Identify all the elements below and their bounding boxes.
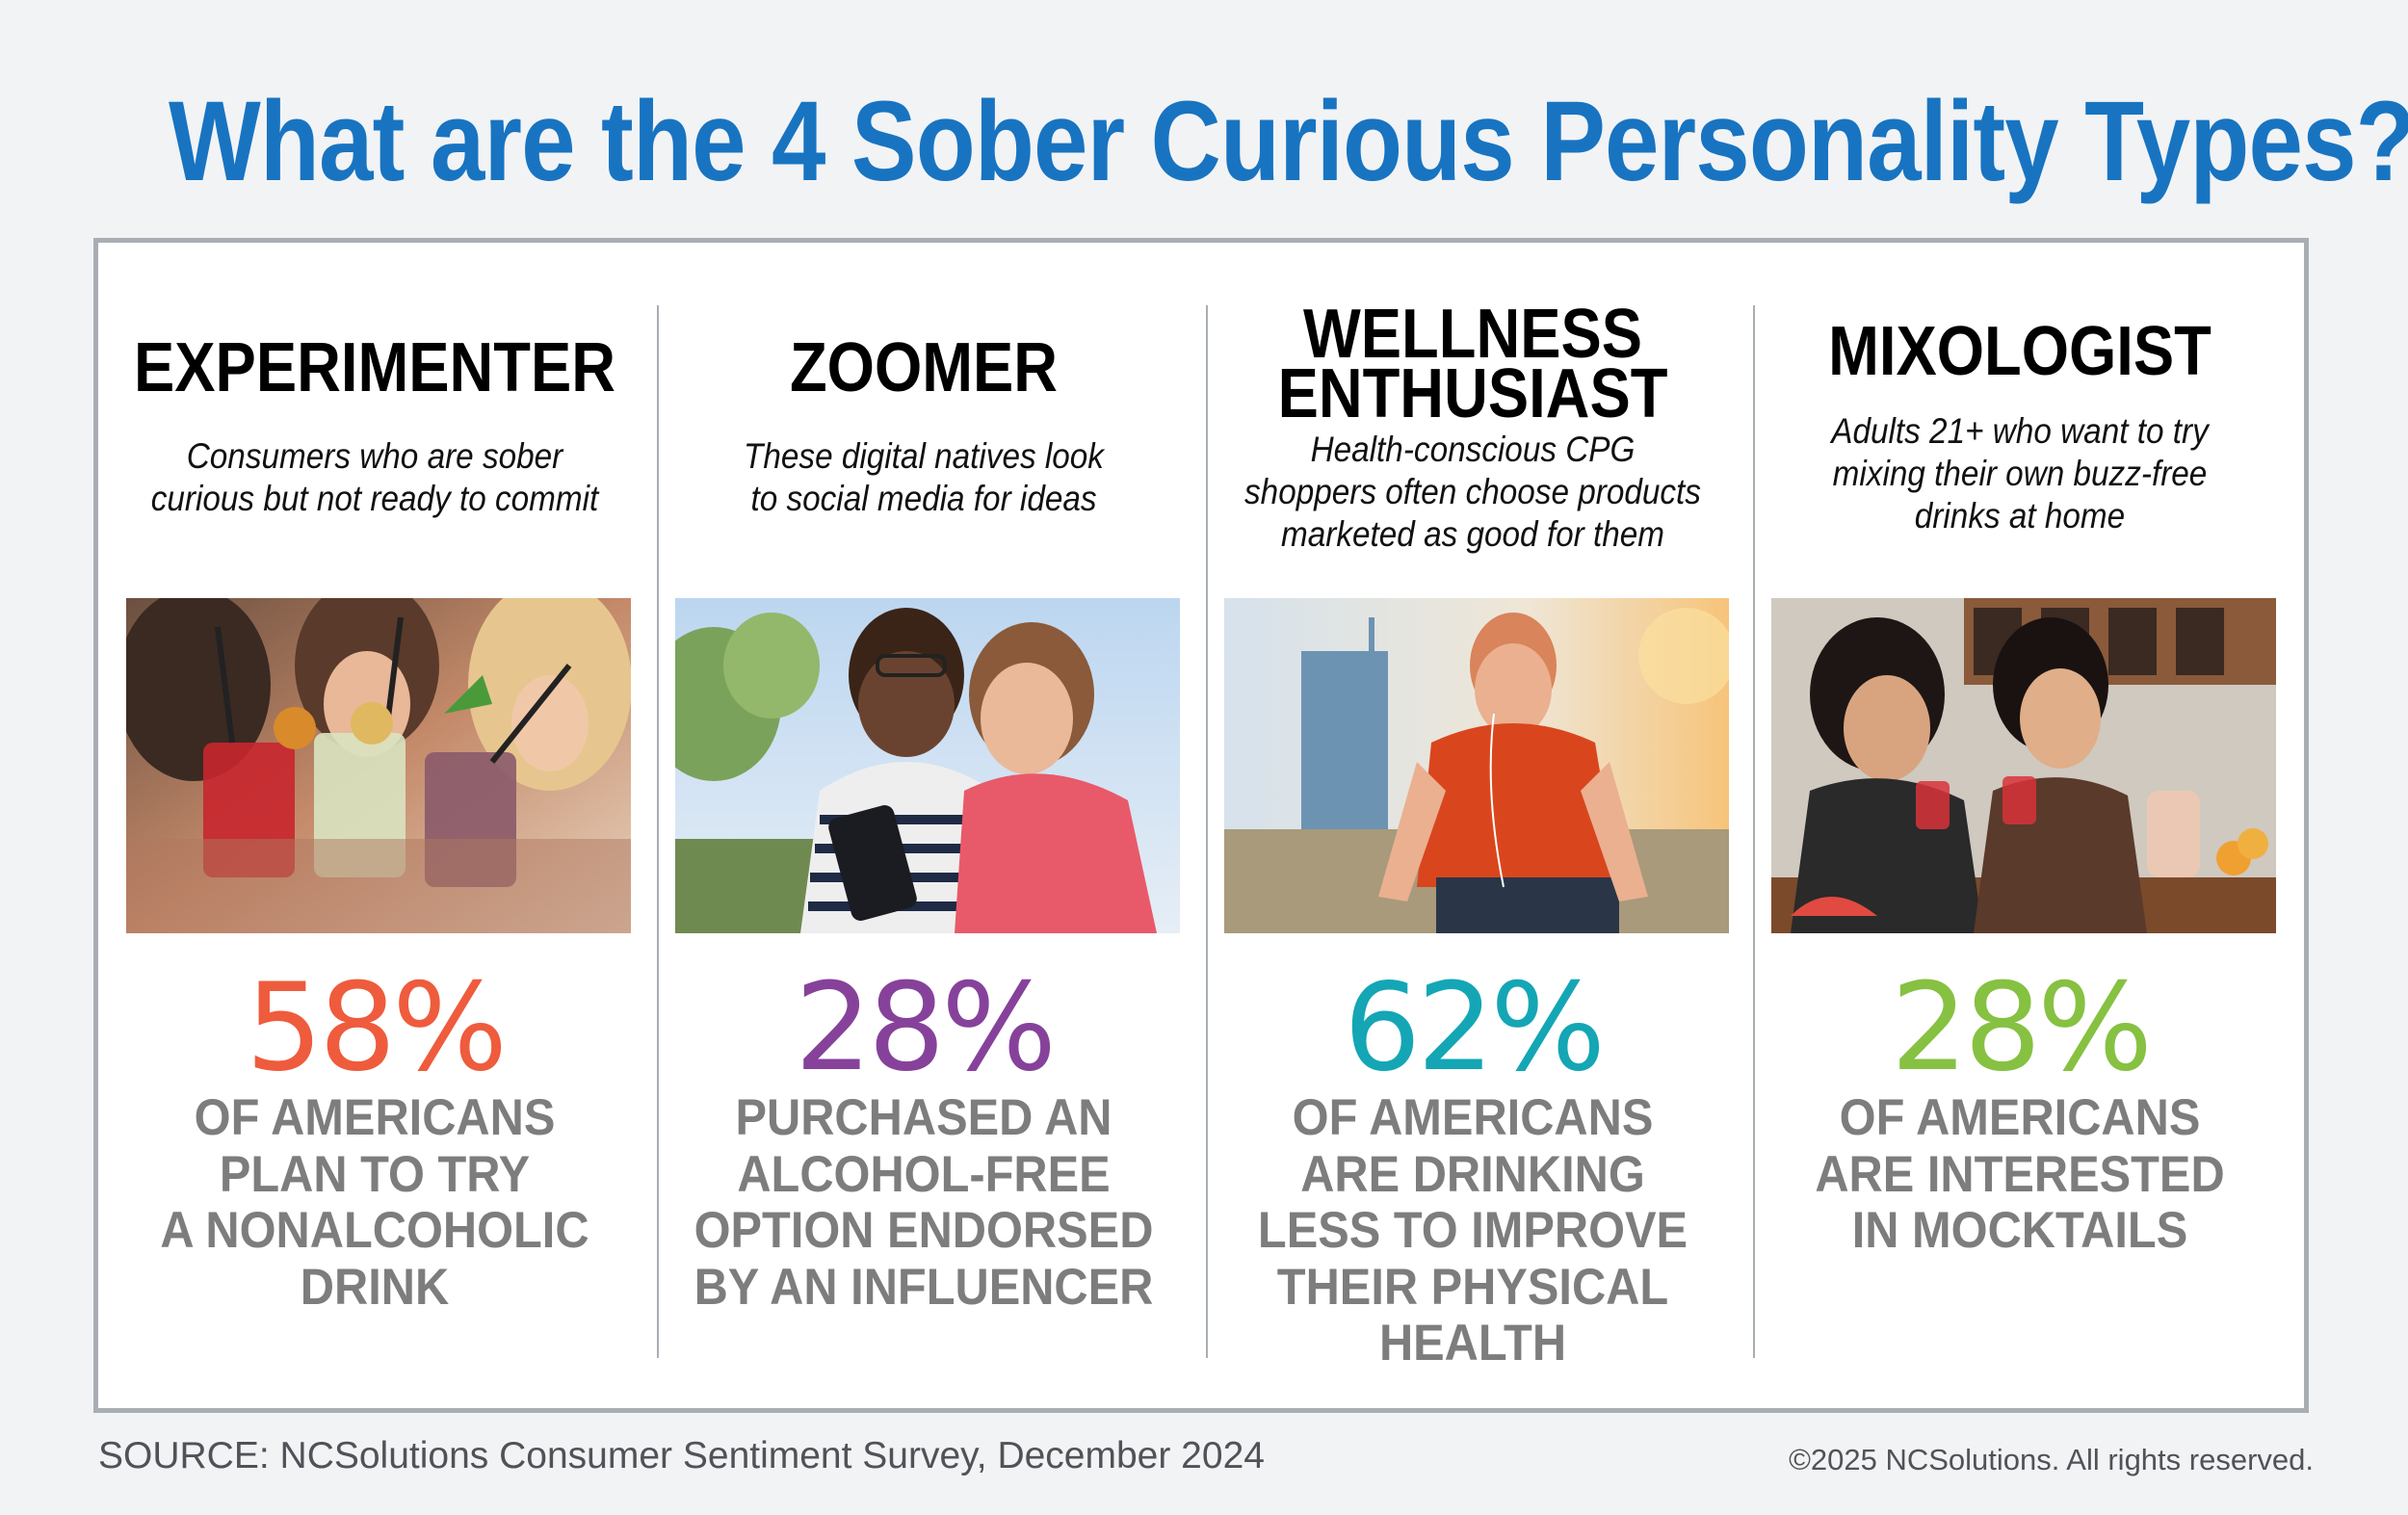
- stat-line: OF AMERICANS: [1292, 1089, 1654, 1146]
- stat-line: ARE DRINKING: [1300, 1145, 1645, 1203]
- source-note: SOURCE: NCSolutions Consumer Sentiment S…: [98, 1435, 1265, 1476]
- type-name: ZOOMER: [682, 329, 1165, 406]
- women-mixing-drinks-photo: [1771, 598, 2276, 933]
- type-name: WELLNESS ENTHUSIAST: [1231, 296, 1714, 432]
- type-name-line: ZOOMER: [789, 329, 1059, 406]
- stat-line: OF AMERICANS: [1839, 1089, 2201, 1146]
- description-line: Adults 21+ who want to try: [1831, 411, 2209, 451]
- runner-resting-photo: [1224, 598, 1729, 933]
- stat-line: DRINK: [300, 1258, 450, 1316]
- column-divider: [1753, 305, 1755, 1358]
- type-name-line: EXPERIMENTER: [134, 329, 615, 406]
- column-mixologist: MIXOLOGIST Adults 21+ who want to try mi…: [1745, 243, 2294, 1408]
- description-line: These digital natives look: [744, 436, 1104, 476]
- stat-line: OPTION ENDORSED: [694, 1202, 1154, 1259]
- stat-line: IN MOCKTAILS: [1851, 1202, 2188, 1259]
- stat-description: OF AMERICANS ARE INTERESTED IN MOCKTAILS: [1767, 1089, 2272, 1260]
- column-divider: [657, 305, 659, 1358]
- column-zoomer: ZOOMER These digital natives look to soc…: [649, 243, 1198, 1408]
- stat-line: THEIR PHYSICAL: [1276, 1258, 1669, 1316]
- description-line: marketed as good for them: [1281, 514, 1664, 554]
- type-name: MIXOLOGIST: [1778, 313, 2262, 390]
- copyright-note: ©2025 NCSolutions. All rights reserved.: [1789, 1443, 2314, 1476]
- stat-line: OF AMERICANS: [194, 1089, 556, 1146]
- friends-toasting-drinks-photo: [126, 598, 631, 933]
- stat-line: PLAN TO TRY: [219, 1145, 531, 1203]
- stat-line: ALCOHOL-FREE: [737, 1145, 1111, 1203]
- wellness-percent: 62%: [1343, 956, 1606, 1098]
- type-name: EXPERIMENTER: [133, 329, 616, 406]
- stat-line: BY AN INFLUENCER: [694, 1258, 1154, 1316]
- description-line: Consumers who are sober: [186, 436, 563, 476]
- page-title: What are the 4 Sober Curious Personality…: [169, 78, 2408, 205]
- zoomer-percent: 28%: [794, 956, 1057, 1098]
- type-description: Consumers who are sober curious but not …: [128, 435, 622, 520]
- type-name-line: WELLNESS: [1302, 296, 1642, 373]
- description-line: drinks at home: [1914, 496, 2126, 535]
- type-description: These digital natives look to social med…: [677, 435, 1171, 520]
- experimenter-percent: 58%: [245, 956, 508, 1098]
- description-line: shoppers often choose products: [1244, 472, 1701, 511]
- type-description: Adults 21+ who want to try mixing their …: [1773, 410, 2267, 537]
- stat-line: A NONALCOHOLIC: [160, 1202, 589, 1259]
- type-description: Health-conscious CPG shoppers often choo…: [1226, 429, 1720, 556]
- column-experimenter: EXPERIMENTER Consumers who are sober cur…: [100, 243, 649, 1408]
- column-wellness-enthusiast: WELLNESS ENTHUSIAST Health-conscious CPG…: [1198, 243, 1747, 1408]
- description-line: mixing their own buzz-free: [1832, 454, 2208, 493]
- description-line: Health-conscious CPG: [1310, 430, 1636, 469]
- stat-line: PURCHASED AN: [735, 1089, 1112, 1146]
- couple-with-phone-photo: [675, 598, 1180, 933]
- stat-description: PURCHASED AN ALCOHOL-FREE OPTION ENDORSE…: [671, 1089, 1176, 1316]
- stat-description: OF AMERICANS PLAN TO TRY A NONALCOHOLIC …: [122, 1089, 627, 1316]
- stat-description: OF AMERICANS ARE DRINKING LESS TO IMPROV…: [1220, 1089, 1725, 1372]
- column-divider: [1206, 305, 1208, 1358]
- personality-panel: EXPERIMENTER Consumers who are sober cur…: [93, 238, 2309, 1413]
- stat-line: ARE INTERESTED: [1815, 1145, 2225, 1203]
- stat-line: LESS TO IMPROVE: [1257, 1202, 1688, 1259]
- stat-line: HEALTH: [1378, 1315, 1567, 1371]
- mixologist-percent: 28%: [1890, 956, 2153, 1098]
- description-line: curious but not ready to commit: [150, 479, 599, 518]
- type-name-line: MIXOLOGIST: [1828, 313, 2212, 390]
- description-line: to social media for ideas: [750, 479, 1097, 518]
- type-name-line: ENTHUSIAST: [1277, 355, 1668, 432]
